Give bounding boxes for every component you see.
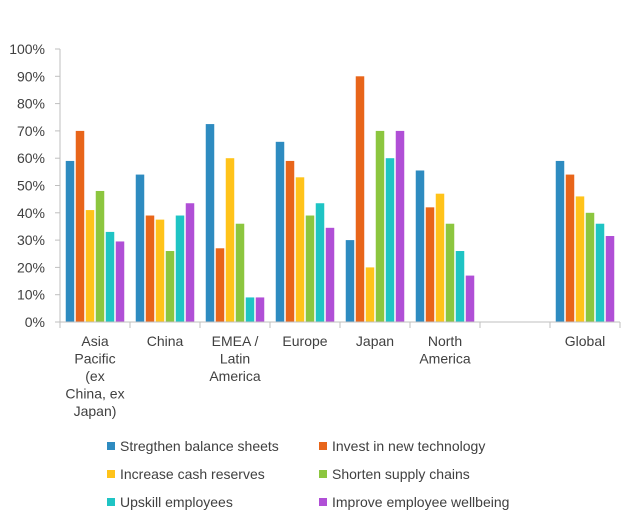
bar (65, 160, 75, 322)
legend-swatch (319, 498, 327, 506)
bar (285, 160, 295, 322)
x-category-label-line: Global (565, 333, 605, 349)
x-category-label: Europe (282, 333, 327, 349)
y-tick-label: 50% (17, 178, 45, 194)
x-axis: Asia Pacific (ex China, ex Japan) China EMEA /… (59, 321, 621, 419)
bar (395, 130, 405, 322)
y-tick-label: 30% (17, 232, 45, 248)
bar (115, 241, 125, 322)
bar (145, 215, 155, 322)
bar (135, 174, 145, 322)
legend-label: Increase cash reserves (120, 466, 265, 482)
legend-swatch (107, 470, 115, 478)
bar (215, 248, 225, 322)
x-category-label-line: North (428, 333, 462, 349)
x-category-label-line: America (419, 351, 471, 367)
legend-swatch (107, 442, 115, 450)
bar (175, 215, 185, 322)
bar (245, 297, 255, 322)
bar (315, 203, 325, 322)
legend-label: Improve employee wellbeing (332, 494, 509, 510)
legend-swatch (319, 442, 327, 450)
x-category-label: EMEA / Latin America (209, 333, 261, 384)
x-category-label-line: EMEA / (212, 333, 259, 349)
legend-label: Stregthen balance sheets (120, 438, 279, 454)
y-tick-label: 80% (17, 96, 45, 112)
x-category-label: North America (419, 333, 471, 367)
y-tick-label: 40% (17, 205, 45, 221)
legend: Stregthen balance sheets Invest in new te… (107, 438, 509, 510)
bar (345, 240, 355, 322)
y-tick-label: 60% (17, 150, 45, 166)
x-category-label-line: China, ex (65, 386, 124, 402)
x-category-label-line: Japan (356, 333, 394, 349)
bar (365, 267, 375, 322)
bar (415, 170, 425, 322)
x-category-label-line: America (209, 368, 261, 384)
bar (295, 177, 305, 322)
bar (305, 215, 315, 322)
x-category-label: Asia Pacific (ex China, ex Japan) (65, 333, 124, 419)
bar (205, 124, 215, 322)
y-tick-label: 70% (17, 123, 45, 139)
y-axis: 0% 10% 20% 30% 40% 50% 60% 70% 80% 90% 100% (9, 41, 61, 330)
bar (165, 251, 175, 322)
legend-swatch (107, 498, 115, 506)
bar (445, 223, 455, 322)
bars (65, 76, 615, 322)
x-category-label-line: (ex (85, 368, 104, 384)
bar (95, 190, 105, 322)
legend-swatch (319, 470, 327, 478)
bar (555, 160, 565, 322)
bar (595, 223, 605, 322)
bar (355, 76, 365, 322)
bar (325, 227, 335, 322)
bar (75, 130, 85, 322)
y-tick-label: 90% (17, 68, 45, 84)
y-tick-label: 10% (17, 287, 45, 303)
bar (605, 236, 615, 322)
bar (465, 275, 475, 322)
y-tick-label: 20% (17, 259, 45, 275)
bar (585, 212, 595, 322)
bar (435, 193, 445, 322)
bar (235, 223, 245, 322)
legend-label: Shorten supply chains (332, 466, 470, 482)
bar (185, 203, 195, 322)
legend-label: Upskill employees (120, 494, 233, 510)
bar (105, 231, 115, 322)
bar (575, 196, 585, 322)
y-tick-label: 0% (25, 314, 45, 330)
x-category-label-line: Europe (282, 333, 327, 349)
y-tick-label: 100% (9, 41, 45, 57)
x-category-label: Global (565, 333, 605, 349)
x-category-label-line: Asia (81, 333, 108, 349)
legend-label: Invest in new technology (332, 438, 485, 454)
bar (225, 158, 235, 322)
x-category-label-line: Latin (220, 351, 250, 367)
x-category-label: Japan (356, 333, 394, 349)
x-category-label-line: Pacific (74, 351, 115, 367)
bar (155, 219, 165, 322)
bar (455, 251, 465, 322)
x-category-label-line: China (147, 333, 184, 349)
bar (375, 130, 385, 322)
bar (255, 297, 265, 322)
x-category-label-line: Japan) (74, 403, 117, 419)
x-category-label: China (147, 333, 184, 349)
bar (85, 210, 95, 322)
bar (565, 174, 575, 322)
bar (385, 158, 395, 322)
bar (425, 207, 435, 322)
bar (275, 141, 285, 322)
